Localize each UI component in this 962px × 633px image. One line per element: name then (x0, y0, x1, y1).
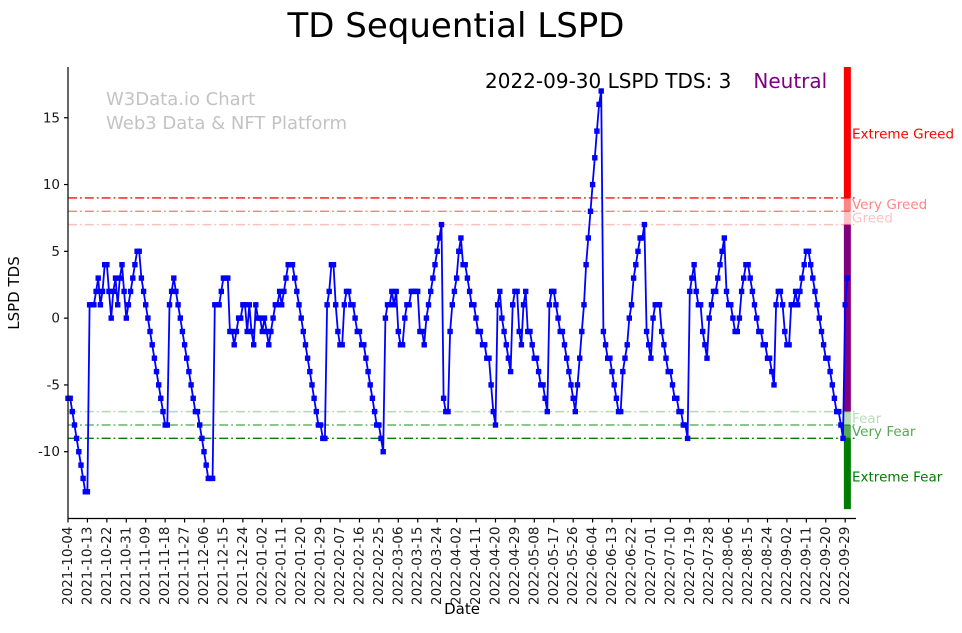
y-tick-label: 10 (43, 177, 60, 193)
lspd-series-markers (65, 88, 851, 495)
x-tick-label: 2022-05-17 (546, 527, 562, 605)
x-tick-label: 2022-03-15 (410, 527, 426, 605)
annotation: 2022-09-30 LSPD TDS: 3 Neutral (485, 69, 827, 93)
chart-title: TD Sequential LSPD (287, 6, 625, 46)
x-tick-label: 2022-01-20 (293, 527, 309, 605)
x-tick-label: 2022-09-20 (818, 527, 834, 605)
watermark-line2: Web3 Data & NFT Platform (106, 113, 348, 134)
x-tick-label: 2022-04-20 (487, 527, 503, 605)
x-tick-label: 2022-02-16 (351, 527, 367, 605)
x-tick-label: 2022-04-29 (507, 527, 523, 605)
x-tick-label: 2022-01-29 (313, 527, 329, 605)
watermark: W3Data.io Chart Web3 Data & NFT Platform (106, 88, 347, 136)
x-tick-label: 2022-08-06 (721, 527, 737, 605)
x-tick-label: 2022-02-25 (371, 527, 387, 605)
zone-bar-fear (843, 411, 851, 425)
x-tick-label: 2022-04-11 (468, 527, 484, 605)
level-label-greed: Greed (852, 210, 893, 226)
x-tick-label: 2022-08-24 (759, 527, 775, 605)
x-tick-label: 2021-10-22 (99, 527, 115, 605)
level-label-fear: Fear (852, 411, 882, 427)
watermark-line1: W3Data.io Chart (106, 89, 256, 110)
zone-bar-greed (843, 211, 851, 225)
annotation-text: 2022-09-30 LSPD TDS: 3 (485, 69, 732, 93)
x-tick-label: 2022-03-24 (429, 527, 445, 605)
x-axis-label: Date (444, 600, 480, 618)
zone-bar-extreme-fear (843, 438, 851, 510)
zone-bar-neutral (843, 224, 851, 412)
x-tick-label: 2021-11-27 (177, 527, 193, 605)
x-tick-label: 2022-01-02 (254, 527, 270, 605)
x-tick-label: 2021-11-09 (138, 527, 154, 605)
x-tick-label: 2022-05-26 (565, 527, 581, 605)
y-tick-label: 5 (51, 244, 60, 260)
x-tick-label: 2022-09-29 (837, 527, 853, 605)
zone-bar-extreme-greed (843, 67, 851, 198)
x-tick-label: 2021-12-06 (196, 527, 212, 605)
level-label-extreme-greed: Extreme Greed (852, 126, 954, 142)
x-tick-label: 2022-01-11 (274, 527, 290, 605)
x-tick-label: 2021-11-18 (157, 527, 173, 605)
x-tick-label: 2022-06-04 (585, 527, 601, 605)
x-tick-label: 2022-07-19 (682, 527, 698, 605)
y-axis-label: LSPD TDS (5, 256, 23, 330)
level-label-very-greed: Very Greed (852, 197, 927, 213)
y-tick-label: -10 (38, 444, 60, 460)
lspd-series-line (68, 90, 849, 493)
annotation-status: Neutral (753, 69, 828, 93)
x-tick-label: 2022-09-11 (798, 527, 814, 605)
x-tick-label: 2022-02-07 (332, 527, 348, 605)
level-label-very-fear: Very Fear (852, 424, 916, 440)
x-tick-label: 2022-06-13 (604, 527, 620, 605)
level-label-extreme-fear: Extreme Fear (852, 470, 943, 486)
x-tick-label: 2022-09-02 (779, 527, 795, 605)
y-tick-label: 15 (43, 110, 60, 126)
x-tick-label: 2022-08-15 (740, 527, 756, 605)
x-tick-label: 2022-04-02 (449, 527, 465, 605)
x-tick-label: 2022-07-28 (701, 527, 717, 605)
x-tick-label: 2022-05-08 (526, 527, 542, 605)
y-tick-label: -5 (47, 377, 60, 393)
zone-bar-very-greed (843, 197, 851, 212)
y-tick-label: 0 (51, 311, 60, 327)
x-tick-label: 2022-06-22 (623, 527, 639, 605)
x-tick-label: 2022-07-10 (662, 527, 678, 605)
x-tick-label: 2021-10-13 (79, 527, 95, 605)
x-tick-label: 2021-12-15 (215, 527, 231, 605)
x-tick-label: 2021-10-04 (60, 527, 76, 605)
x-tick-label: 2022-03-06 (390, 527, 406, 605)
zone-bar-very-fear (843, 424, 851, 439)
x-tick-label: 2021-12-24 (235, 527, 251, 605)
x-tick-label: 2021-10-31 (118, 527, 134, 605)
x-tick-label: 2022-07-01 (643, 527, 659, 605)
